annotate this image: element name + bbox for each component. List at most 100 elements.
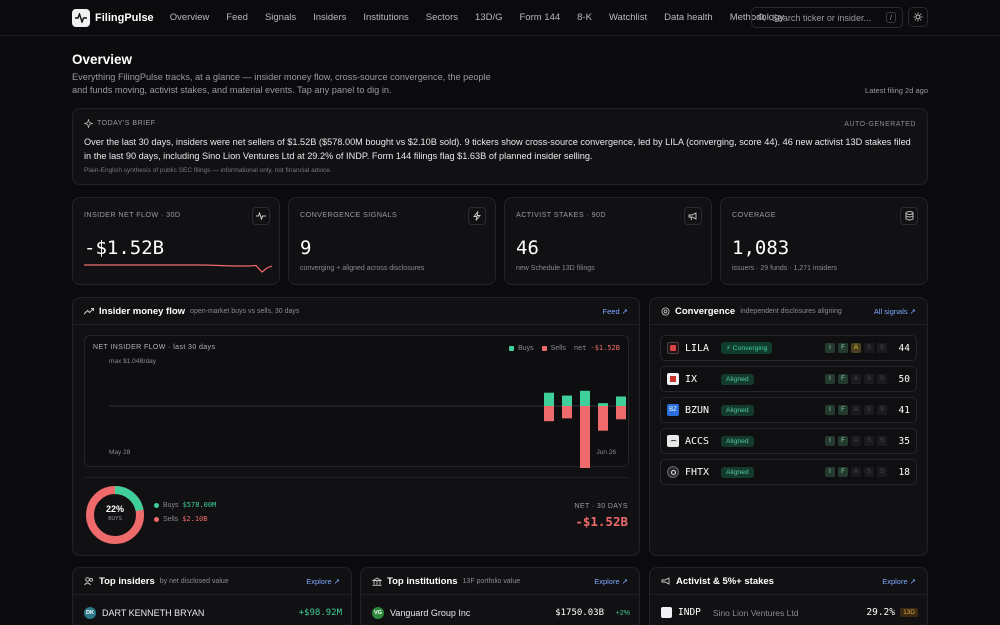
sell-bar: [580, 406, 590, 468]
flag-i: I: [825, 405, 835, 415]
status-badge: Aligned: [721, 404, 754, 416]
stat-value: -$1.52B: [84, 237, 165, 259]
convergence-row[interactable]: IX Aligned I F A S S 50: [660, 366, 917, 392]
buy-bar: [580, 390, 590, 406]
panel-header: Activist & 5%+ stakes: [650, 568, 927, 595]
theme-toggle-button[interactable]: [908, 7, 928, 27]
convergence-row[interactable]: ACCS Aligned I F A S S 35: [660, 428, 917, 454]
nav-feed[interactable]: Feed: [226, 12, 248, 23]
all-signals-link[interactable]: All signals ↗: [873, 307, 916, 316]
net-summary-value: -$1.52B: [575, 514, 628, 529]
explore-insiders-link[interactable]: Explore ↗: [306, 577, 340, 586]
donut-sells-legend: Sells $2.10B: [154, 515, 207, 523]
buy-bar: [616, 396, 626, 406]
nav-8k[interactable]: 8-K: [577, 12, 592, 23]
top-insiders-panel: Top insiders by net disclosed value Expl…: [72, 567, 352, 625]
panel-title: Insider money flow: [99, 305, 186, 317]
building-icon: [372, 576, 382, 586]
buy-bar: [562, 395, 572, 406]
panel-title: Top insiders: [99, 575, 155, 587]
stat-card-insider-net-flow[interactable]: INSIDER NET FLOW · 30D -$1.52B: [72, 197, 280, 285]
todays-brief-card[interactable]: TODAY'S BRIEF AUTO-GENERATED Over the la…: [72, 108, 928, 185]
sell-bar: [544, 406, 554, 422]
status-badge: ⚡ Converging: [721, 342, 773, 354]
ticker-symbol: BZUN: [685, 404, 710, 416]
explore-institutions-link[interactable]: Explore ↗: [594, 577, 628, 586]
flag-s: S: [877, 436, 887, 446]
flag-i: I: [825, 374, 835, 384]
signal-flags: I F A S S: [825, 374, 887, 384]
sell-bar: [562, 406, 572, 419]
flag-s: S: [864, 405, 874, 415]
flag-a: A: [851, 343, 861, 353]
flag-s: S: [877, 374, 887, 384]
nav-form144[interactable]: Form 144: [519, 12, 561, 23]
stat-value: 9: [300, 237, 312, 259]
divider: [84, 477, 629, 478]
institution-value: $1750.03B: [555, 608, 604, 618]
brief-disclaimer: Plain-English synthesis of public SEC fi…: [84, 167, 332, 174]
nav-overview[interactable]: Overview: [169, 12, 210, 23]
convergence-row[interactable]: FHTX Aligned I F A S S 18: [660, 459, 917, 485]
ticker-symbol: LILA: [685, 342, 710, 354]
feed-link[interactable]: Feed ↗: [602, 307, 628, 316]
stat-label: INSIDER NET FLOW · 30D: [84, 210, 181, 219]
bolt-icon: [468, 207, 486, 225]
net-summary: NET · 30 DAYS -$1.52B: [574, 503, 628, 529]
sell-bar: [616, 406, 626, 420]
nav-institutions[interactable]: Institutions: [363, 12, 409, 23]
panel-subtitle: independent disclosures aligning: [740, 307, 842, 315]
flag-s: S: [877, 343, 887, 353]
stat-card-coverage[interactable]: COVERAGE 1,083 issuers · 29 funds · 1,27…: [720, 197, 928, 285]
nav-watchlist[interactable]: Watchlist: [608, 12, 648, 23]
ticker-logo-icon: [667, 373, 679, 385]
panel-header: Top insiders by net disclosed value: [73, 568, 351, 595]
page-subtitle: Everything FilingPulse tracks, at a glan…: [72, 72, 491, 95]
flag-a: A: [851, 436, 861, 446]
nav-insiders[interactable]: Insiders: [313, 12, 347, 23]
stat-label: CONVERGENCE SIGNALS: [300, 210, 398, 219]
top-nav: FilingPulse Overview Feed Signals Inside…: [0, 0, 1000, 36]
stat-card-convergence-signals[interactable]: CONVERGENCE SIGNALS 9 converging + align…: [288, 197, 496, 285]
brief-label: TODAY'S BRIEF: [97, 120, 156, 127]
stat-card-activist-stakes[interactable]: ACTIVIST STAKES · 90D 46 new Schedule 13…: [504, 197, 712, 285]
buys-value: $578.00M: [182, 501, 217, 509]
brand-logo[interactable]: FilingPulse: [72, 8, 154, 27]
pulse-logo-icon: [72, 8, 90, 27]
buy-bar: [544, 392, 554, 406]
database-icon: [900, 207, 918, 225]
ticker-symbol: INDP: [678, 607, 701, 618]
signal-flags: I F A S S: [825, 343, 887, 353]
panel-header: Convergence independent disclosures alig…: [650, 298, 927, 325]
buy-bar: [598, 403, 608, 406]
avatar: DK: [84, 607, 96, 619]
convergence-row[interactable]: BZ BZUN Aligned I F A S S 41: [660, 397, 917, 423]
users-icon: [84, 576, 94, 585]
panel-title: Activist & 5%+ stakes: [676, 575, 774, 587]
search-input[interactable]: [771, 12, 880, 23]
list-item[interactable]: INDP Sino Lion Ventures Ltd 29.2% 13D: [661, 607, 918, 618]
convergence-score: 50: [898, 373, 910, 385]
convergence-row[interactable]: LILA ⚡ Converging I F A S S 44: [660, 335, 917, 361]
signal-flags: I F A S S: [825, 467, 887, 477]
sun-icon: [913, 12, 923, 22]
status-badge: Aligned: [721, 435, 754, 447]
list-item[interactable]: VG Vanguard Group Inc $1750.03B +2%: [372, 607, 630, 619]
nav-data-health[interactable]: Data health: [664, 12, 713, 23]
sells-value: $2.10B: [182, 515, 208, 523]
flag-s: S: [864, 374, 874, 384]
search-box[interactable]: /: [751, 7, 903, 28]
nav-sectors[interactable]: Sectors: [425, 12, 459, 23]
stat-caption: new Schedule 13D filings: [516, 265, 595, 272]
legend-sells-swatch: [541, 345, 547, 351]
nav-13dg[interactable]: 13D/G: [475, 12, 503, 23]
list-item[interactable]: DK DART KENNETH BRYAN +$98.92M: [84, 607, 342, 619]
search-icon: [758, 13, 766, 21]
nav-methodology[interactable]: Methodology: [729, 12, 785, 23]
nav-signals[interactable]: Signals: [264, 12, 297, 23]
institution-name: Vanguard Group Inc: [390, 608, 471, 618]
stat-caption: converging + aligned across disclosures: [300, 265, 425, 272]
explore-activist-link[interactable]: Explore ↗: [882, 577, 916, 586]
megaphone-icon: [684, 207, 702, 225]
avatar: VG: [372, 607, 384, 619]
